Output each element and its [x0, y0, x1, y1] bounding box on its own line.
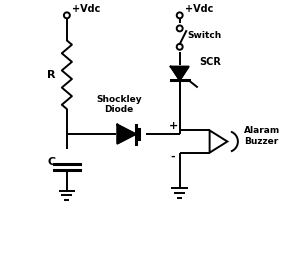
Text: -: -: [171, 152, 176, 162]
Text: +: +: [169, 121, 178, 131]
Polygon shape: [171, 67, 189, 80]
Polygon shape: [117, 125, 136, 144]
Text: R: R: [47, 70, 56, 80]
Text: +Vdc: +Vdc: [185, 4, 213, 14]
Text: SCR: SCR: [199, 57, 221, 67]
Text: Alaram
Buzzer: Alaram Buzzer: [244, 126, 280, 146]
Text: C: C: [47, 157, 56, 167]
Text: Switch: Switch: [187, 31, 221, 40]
Text: Shockley
Diode: Shockley Diode: [96, 95, 142, 114]
Text: +Vdc: +Vdc: [72, 4, 100, 14]
